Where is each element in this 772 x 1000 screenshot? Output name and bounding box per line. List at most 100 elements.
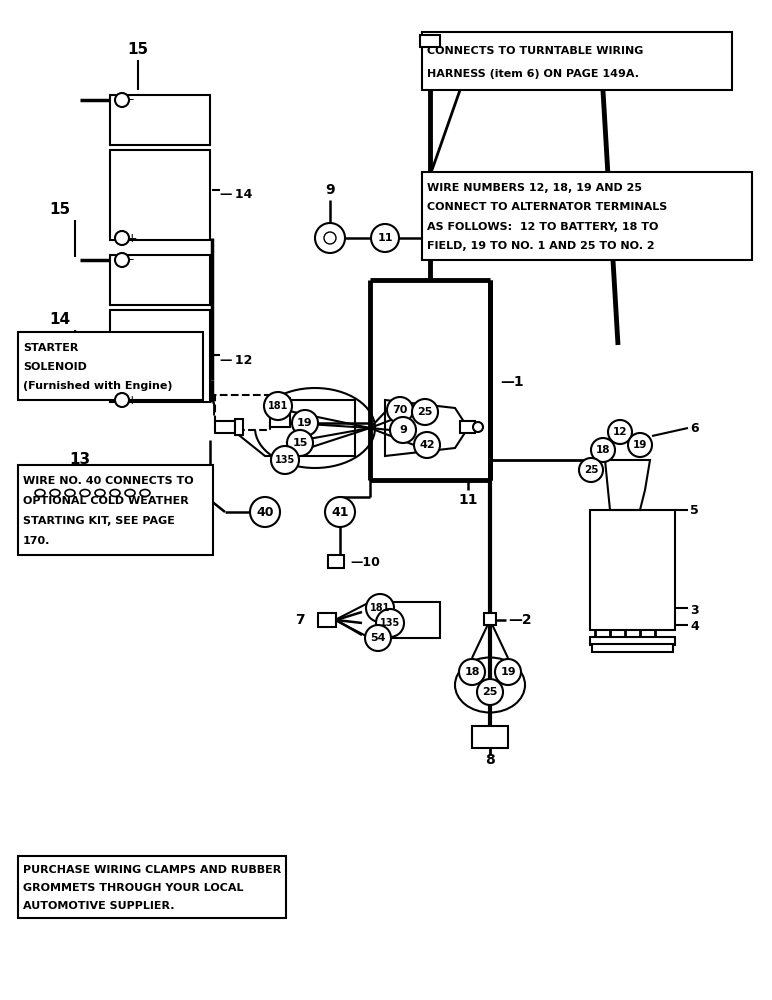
Circle shape bbox=[495, 659, 521, 685]
Text: 13: 13 bbox=[69, 452, 90, 468]
Text: 70: 70 bbox=[392, 405, 408, 415]
Bar bbox=[590, 510, 675, 630]
Bar bbox=[235, 419, 243, 435]
Text: —10: —10 bbox=[350, 556, 380, 568]
Text: AS FOLLOWS:  12 TO BATTERY, 18 TO: AS FOLLOWS: 12 TO BATTERY, 18 TO bbox=[427, 222, 659, 232]
Text: WIRE NUMBERS 12, 18, 19 AND 25: WIRE NUMBERS 12, 18, 19 AND 25 bbox=[427, 183, 642, 193]
Circle shape bbox=[115, 253, 129, 267]
Text: 14: 14 bbox=[49, 312, 70, 328]
Text: GROMMETS THROUGH YOUR LOCAL: GROMMETS THROUGH YOUR LOCAL bbox=[23, 883, 243, 893]
Bar bbox=[420, 35, 440, 47]
Text: 7: 7 bbox=[296, 613, 305, 627]
Circle shape bbox=[459, 659, 485, 685]
Text: 41: 41 bbox=[331, 506, 349, 518]
Text: –: – bbox=[127, 94, 134, 106]
Text: PURCHASE WIRING CLAMPS AND RUBBER: PURCHASE WIRING CLAMPS AND RUBBER bbox=[23, 865, 281, 875]
Bar bbox=[18, 856, 286, 918]
Text: 19: 19 bbox=[297, 418, 313, 428]
Text: 181: 181 bbox=[370, 603, 390, 613]
Text: — 12: — 12 bbox=[220, 354, 252, 366]
Bar bbox=[422, 172, 752, 260]
Circle shape bbox=[591, 438, 615, 462]
Text: 11: 11 bbox=[459, 493, 478, 507]
Circle shape bbox=[412, 399, 438, 425]
Circle shape bbox=[287, 430, 313, 456]
Text: SOLENOID: SOLENOID bbox=[23, 362, 87, 372]
Text: 9: 9 bbox=[399, 425, 407, 435]
Bar bbox=[110, 95, 210, 145]
Text: (Furnished with Engine): (Furnished with Engine) bbox=[23, 381, 172, 391]
Bar bbox=[484, 613, 496, 625]
Bar bbox=[110, 255, 210, 305]
Circle shape bbox=[325, 497, 355, 527]
Circle shape bbox=[115, 231, 129, 245]
Text: FIELD, 19 TO NO. 1 AND 25 TO NO. 2: FIELD, 19 TO NO. 1 AND 25 TO NO. 2 bbox=[427, 241, 655, 251]
Bar bbox=[460, 421, 475, 433]
Text: 25: 25 bbox=[418, 407, 432, 417]
Circle shape bbox=[376, 609, 404, 637]
Text: 54: 54 bbox=[371, 633, 386, 643]
Text: 3: 3 bbox=[690, 603, 699, 616]
Text: 15: 15 bbox=[49, 202, 70, 218]
Text: 42: 42 bbox=[419, 440, 435, 450]
Text: 25: 25 bbox=[482, 687, 498, 697]
Circle shape bbox=[365, 625, 391, 651]
Circle shape bbox=[292, 410, 318, 436]
Text: STARTING KIT, SEE PAGE: STARTING KIT, SEE PAGE bbox=[23, 516, 175, 526]
Circle shape bbox=[477, 679, 503, 705]
Circle shape bbox=[387, 397, 413, 423]
Text: 12: 12 bbox=[613, 427, 627, 437]
Text: 170.: 170. bbox=[23, 536, 50, 546]
Text: —2: —2 bbox=[508, 613, 532, 627]
Bar bbox=[590, 637, 675, 645]
Text: STARTER: STARTER bbox=[23, 343, 79, 353]
Text: 15: 15 bbox=[127, 42, 148, 57]
Bar bbox=[215, 421, 235, 433]
Text: 19: 19 bbox=[500, 667, 516, 677]
Text: — 14: — 14 bbox=[220, 188, 252, 202]
Bar bbox=[592, 644, 673, 652]
Text: 15: 15 bbox=[293, 438, 308, 448]
Text: –: – bbox=[127, 253, 134, 266]
Text: +: + bbox=[127, 393, 137, 406]
Circle shape bbox=[264, 392, 292, 420]
Text: 181: 181 bbox=[268, 401, 288, 411]
Text: 18: 18 bbox=[596, 445, 610, 455]
Bar bbox=[18, 465, 213, 555]
Circle shape bbox=[115, 393, 129, 407]
Circle shape bbox=[315, 223, 345, 253]
Text: 9: 9 bbox=[325, 183, 335, 197]
Circle shape bbox=[271, 446, 299, 474]
Bar bbox=[110, 150, 210, 240]
Text: 19: 19 bbox=[633, 440, 647, 450]
Text: +: + bbox=[127, 232, 137, 244]
Text: 25: 25 bbox=[584, 465, 598, 475]
Circle shape bbox=[371, 224, 399, 252]
Bar bbox=[472, 726, 508, 748]
Bar bbox=[422, 32, 732, 90]
Circle shape bbox=[473, 422, 483, 432]
Text: 135: 135 bbox=[380, 618, 400, 628]
Text: 40: 40 bbox=[256, 506, 274, 518]
Text: AUTOMOTIVE SUPPLIER.: AUTOMOTIVE SUPPLIER. bbox=[23, 901, 174, 911]
Text: 11: 11 bbox=[378, 233, 393, 243]
Text: 135: 135 bbox=[275, 455, 295, 465]
Bar bbox=[110, 310, 210, 402]
Bar bbox=[328, 555, 344, 568]
Circle shape bbox=[628, 433, 652, 457]
Bar bbox=[215, 395, 270, 430]
Bar bbox=[18, 332, 203, 400]
Bar bbox=[270, 398, 290, 427]
Circle shape bbox=[579, 458, 603, 482]
Text: 18: 18 bbox=[464, 667, 479, 677]
Circle shape bbox=[414, 432, 440, 458]
Text: CONNECT TO ALTERNATOR TERMINALS: CONNECT TO ALTERNATOR TERMINALS bbox=[427, 202, 667, 212]
Text: 6: 6 bbox=[690, 422, 699, 434]
Text: 5: 5 bbox=[690, 504, 699, 516]
Bar bbox=[318, 613, 336, 627]
Text: WIRE NO. 40 CONNECTS TO: WIRE NO. 40 CONNECTS TO bbox=[23, 476, 194, 486]
Circle shape bbox=[250, 497, 280, 527]
Circle shape bbox=[390, 417, 416, 443]
Circle shape bbox=[366, 594, 394, 622]
Text: 8: 8 bbox=[485, 753, 495, 767]
